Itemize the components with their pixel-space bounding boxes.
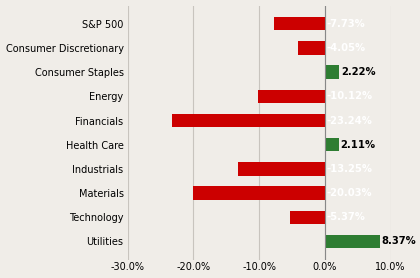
Text: -20.03%: -20.03%: [326, 188, 372, 198]
Bar: [289, 211, 325, 224]
Bar: [274, 17, 325, 30]
Text: -10.12%: -10.12%: [326, 91, 372, 101]
Bar: [258, 90, 325, 103]
Text: -13.25%: -13.25%: [326, 164, 372, 174]
Bar: [172, 114, 325, 127]
Text: -4.05%: -4.05%: [326, 43, 365, 53]
Bar: [325, 138, 339, 151]
Text: 2.11%: 2.11%: [341, 140, 376, 150]
Text: -7.73%: -7.73%: [326, 19, 365, 29]
Text: -23.24%: -23.24%: [326, 116, 372, 125]
Bar: [325, 66, 339, 79]
Bar: [238, 162, 325, 175]
Bar: [298, 41, 325, 54]
Text: 8.37%: 8.37%: [382, 237, 417, 247]
Bar: [325, 235, 380, 248]
Bar: [193, 187, 325, 200]
Text: 2.22%: 2.22%: [341, 67, 376, 77]
Text: -5.37%: -5.37%: [326, 212, 365, 222]
